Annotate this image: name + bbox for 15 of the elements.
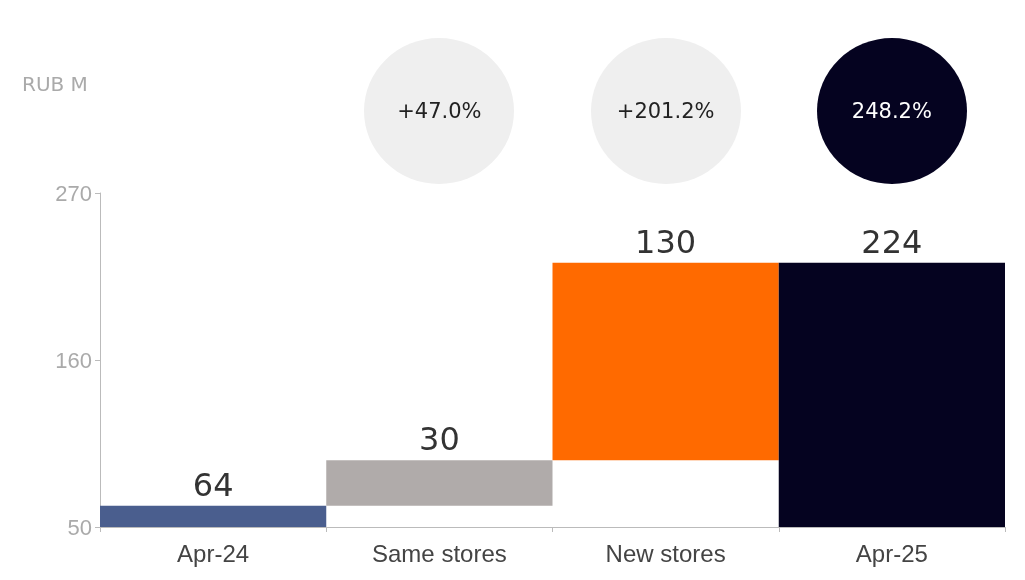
x-tick-label: New stores — [605, 539, 726, 567]
x-tick-label: Same stores — [372, 539, 507, 567]
circle-badge: 248.2% — [816, 38, 967, 184]
y-tick-label: 270 — [55, 180, 92, 206]
y-axis-title: RUB M — [22, 72, 88, 96]
data-label: 130 — [635, 222, 697, 261]
x-tick-label: Apr-24 — [177, 539, 250, 567]
y-tick-label: 160 — [55, 347, 92, 373]
y-tick-label: 50 — [67, 514, 92, 540]
circle-badge: +47.0% — [364, 38, 515, 184]
data-label: 30 — [419, 420, 460, 459]
circle-badge: +201.2% — [590, 38, 741, 184]
data-label: 224 — [861, 222, 923, 261]
data-label: 64 — [192, 465, 234, 504]
x-tick-label: Apr-25 — [855, 539, 928, 567]
